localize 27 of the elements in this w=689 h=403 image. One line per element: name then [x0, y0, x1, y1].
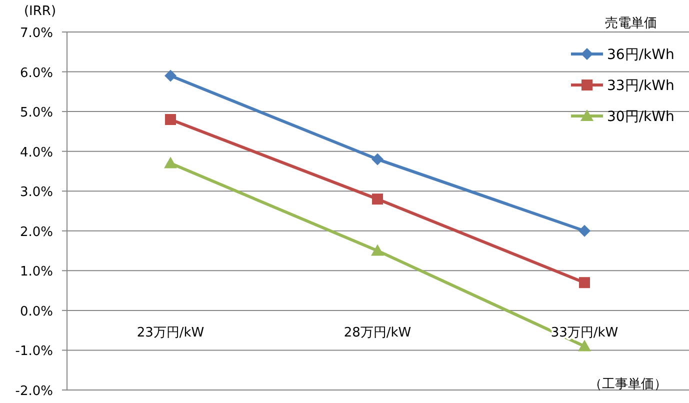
legend-label: 33円/kWh: [607, 78, 674, 94]
x-tick-label: 23万円/kW: [136, 325, 204, 340]
y-tick-label: 3.0%: [20, 185, 53, 200]
point: [164, 70, 176, 82]
legend-title: 売電単価: [605, 16, 657, 31]
x-axis-title: （工事単価）: [589, 377, 667, 392]
y-tick-label: 0.0%: [20, 304, 53, 320]
point: [578, 224, 590, 237]
point: [371, 244, 384, 256]
point: [578, 340, 591, 352]
y-tick-label: 5.0%: [20, 106, 53, 121]
y-tick-label: -2.0%: [15, 384, 53, 399]
y-tick-label: -1.0%: [15, 344, 53, 360]
point: [372, 194, 383, 205]
y-tick-label: 2.0%: [20, 224, 53, 240]
y-tick-label: 7.0%: [20, 26, 53, 41]
y-tick-label: 4.0%: [20, 145, 53, 160]
y-tick-label: 6.0%: [20, 66, 53, 81]
legend-label: 30円/kWh: [607, 109, 674, 125]
y-tick-label: 1.0%: [20, 264, 53, 280]
point: [165, 114, 176, 126]
point: [164, 156, 177, 168]
point: [579, 277, 590, 288]
x-tick-label: 28万円/kW: [344, 325, 412, 340]
point: [372, 153, 384, 166]
legend-label: 36円/kWh: [607, 47, 674, 63]
y-axis-title: (IRR): [24, 4, 56, 19]
